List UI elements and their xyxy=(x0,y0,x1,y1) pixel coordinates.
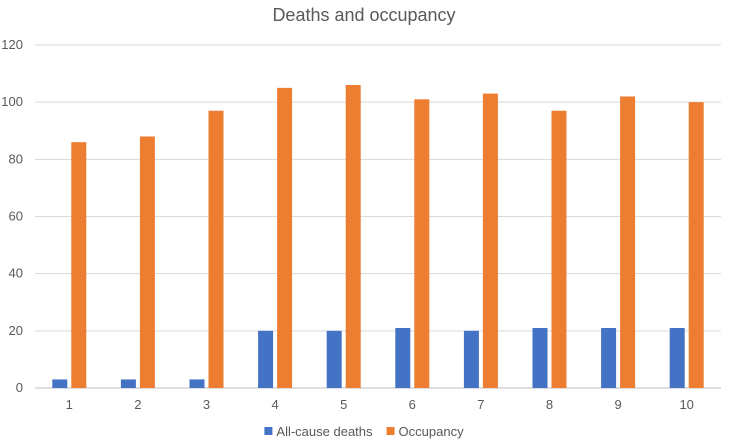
y-tick-label: 80 xyxy=(9,151,23,166)
legend-swatch xyxy=(264,427,273,435)
x-tick-label: 5 xyxy=(340,397,347,412)
occupancy-bar xyxy=(277,87,293,388)
y-tick-label: 0 xyxy=(16,380,23,395)
x-tick-label: 7 xyxy=(477,397,484,412)
occupancy-bar xyxy=(208,110,224,388)
legend: All-cause deaths Occupancy xyxy=(264,424,464,439)
x-tick-label: 1 xyxy=(66,397,73,412)
x-tick-label: 2 xyxy=(134,397,141,412)
bars xyxy=(52,85,704,389)
chart-title: Deaths and occupancy xyxy=(272,5,455,25)
deaths-bar xyxy=(52,379,68,388)
occupancy-bar xyxy=(551,110,567,388)
y-tick-label: 20 xyxy=(9,323,23,338)
occupancy-bar xyxy=(482,93,498,388)
occupancy-bar xyxy=(71,142,87,388)
x-tick-label: 4 xyxy=(271,397,278,412)
x-tick-label: 3 xyxy=(203,397,210,412)
deaths-bar xyxy=(120,379,136,388)
legend-item: Occupancy xyxy=(386,424,465,439)
x-tick-label: 9 xyxy=(614,397,621,412)
y-tick-label: 40 xyxy=(9,266,23,281)
deaths-bar xyxy=(258,330,274,388)
x-tick-label: 10 xyxy=(679,397,693,412)
occupancy-bar xyxy=(620,96,636,388)
legend-swatch xyxy=(386,427,395,435)
occupancy-bar xyxy=(414,99,430,388)
legend-label: All-cause deaths xyxy=(276,424,373,439)
x-axis: 1 2 3 4 5 6 7 8 9 10 xyxy=(66,397,694,412)
deaths-bar xyxy=(669,327,685,388)
deaths-bar xyxy=(189,379,205,388)
y-tick-label: 100 xyxy=(1,94,23,109)
legend-label: Occupancy xyxy=(399,424,465,439)
deaths-bar xyxy=(601,327,617,388)
deaths-bar xyxy=(395,327,411,388)
gridlines xyxy=(35,44,721,389)
occupancy-bar xyxy=(688,102,704,389)
y-tick-label: 60 xyxy=(9,209,23,224)
y-axis: 0 20 40 60 80 100 120 xyxy=(1,37,23,395)
occupancy-bar xyxy=(345,85,361,389)
deaths-bar xyxy=(532,327,548,388)
x-tick-label: 6 xyxy=(409,397,416,412)
y-tick-label: 120 xyxy=(1,37,23,52)
occupancy-bar xyxy=(139,136,155,388)
x-tick-label: 8 xyxy=(546,397,553,412)
legend-item: All-cause deaths xyxy=(264,424,373,439)
deaths-bar xyxy=(326,330,342,388)
deaths-bar xyxy=(463,330,479,388)
